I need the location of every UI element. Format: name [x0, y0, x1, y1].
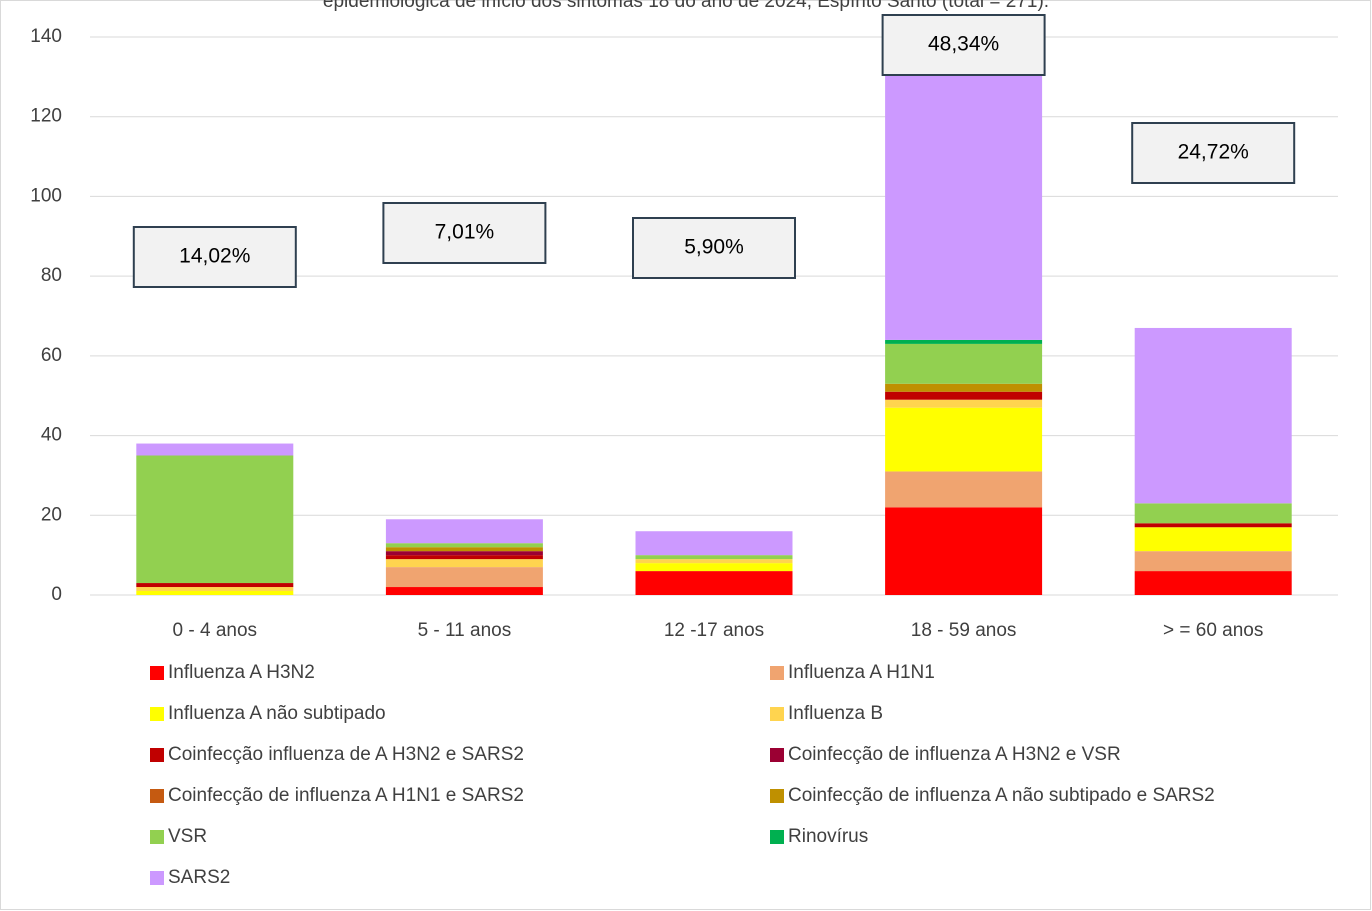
bar-segment [385, 519, 543, 544]
annotation: 14,02% [179, 245, 250, 268]
legend-swatch [770, 707, 784, 721]
bar-segment [885, 339, 1043, 344]
legend-swatch [150, 871, 164, 885]
bar-segment [136, 587, 294, 592]
bar-segment [385, 567, 543, 588]
bar-segment [885, 471, 1043, 508]
legend-swatch [150, 707, 164, 721]
y-tick-label: 20 [41, 504, 62, 525]
bar-segment [885, 399, 1043, 408]
legend-swatch [770, 748, 784, 762]
x-tick-label: 0 - 4 anos [173, 620, 258, 641]
annotation-box [1131, 122, 1296, 184]
legend-label: Influenza A H3N2 [168, 662, 315, 683]
y-tick-label: 40 [41, 425, 62, 446]
bar-segment [385, 551, 543, 556]
bar-segment [385, 555, 543, 560]
bar-segment [136, 591, 294, 595]
bar-segment [136, 443, 294, 456]
y-tick-label: 100 [30, 185, 62, 206]
legend-swatch [150, 748, 164, 762]
bar-segment [1134, 571, 1292, 595]
annotation-box [881, 14, 1046, 76]
bar-segment [1134, 327, 1292, 504]
legend-label: Coinfecção de influenza A H3N2 e VSR [788, 744, 1121, 765]
x-tick-label: > = 60 anos [1163, 620, 1263, 641]
legend-swatch [770, 666, 784, 680]
bar-segment [635, 563, 793, 572]
x-tick-label: 18 - 59 anos [911, 620, 1017, 641]
y-tick-label: 60 [41, 345, 62, 366]
bar-segment [885, 383, 1043, 392]
y-tick-label: 140 [30, 26, 62, 47]
annotation: 7,01% [435, 221, 495, 244]
bar-segment [635, 555, 793, 560]
annotation: 48,34% [928, 33, 999, 56]
annotation-box [132, 226, 297, 288]
x-tick-label: 12 -17 anos [664, 620, 764, 641]
annotation: 5,90% [684, 236, 744, 259]
x-tick-label: 5 - 11 anos [418, 620, 512, 641]
bar-segment [885, 391, 1043, 400]
bar-segment [136, 455, 294, 584]
bar-segment [385, 547, 543, 552]
bar-segment [1134, 527, 1292, 552]
legend-label: Influenza A não subtipado [168, 703, 386, 724]
bar-segment [1134, 503, 1292, 524]
y-tick-label: 120 [30, 106, 62, 127]
legend-label: Rinovírus [788, 826, 868, 847]
legend-label: Influenza A H1N1 [788, 662, 935, 683]
bar-segment [635, 559, 793, 564]
bar-segment [1134, 551, 1292, 572]
bar-segment [885, 72, 1043, 340]
legend-label: Coinfecção de influenza A não subtipado … [788, 785, 1215, 806]
annotation-box [632, 217, 796, 279]
annotation: 24,72% [1178, 141, 1249, 164]
bar-segment [885, 407, 1043, 472]
legend-label: VSR [168, 826, 207, 847]
y-tick-label: 0 [51, 584, 62, 605]
bar-segment [385, 543, 543, 548]
legend-label: Coinfecção de influenza A H1N1 e SARS2 [168, 785, 524, 806]
y-tick-label: 80 [41, 265, 62, 286]
bar-segment [385, 587, 543, 595]
legend-label: Coinfecção influenza de A H3N2 e SARS2 [168, 744, 524, 765]
legend-swatch [150, 666, 164, 680]
bar-segment [635, 531, 793, 556]
chart-title: epidemiológica de início dos sintomas 18… [323, 0, 1049, 12]
bar-segment [635, 571, 793, 595]
bar-segment [885, 343, 1043, 384]
legend-swatch [150, 830, 164, 844]
bar-segment [385, 559, 543, 568]
legend-label: Influenza B [788, 703, 883, 724]
bar-segment [1134, 523, 1292, 528]
legend-swatch [770, 789, 784, 803]
legend-swatch [150, 789, 164, 803]
bar-segment [885, 507, 1043, 595]
annotation-box [382, 202, 547, 264]
legend-label: SARS2 [168, 867, 230, 888]
legend-swatch [770, 830, 784, 844]
bar-segment [136, 583, 294, 588]
